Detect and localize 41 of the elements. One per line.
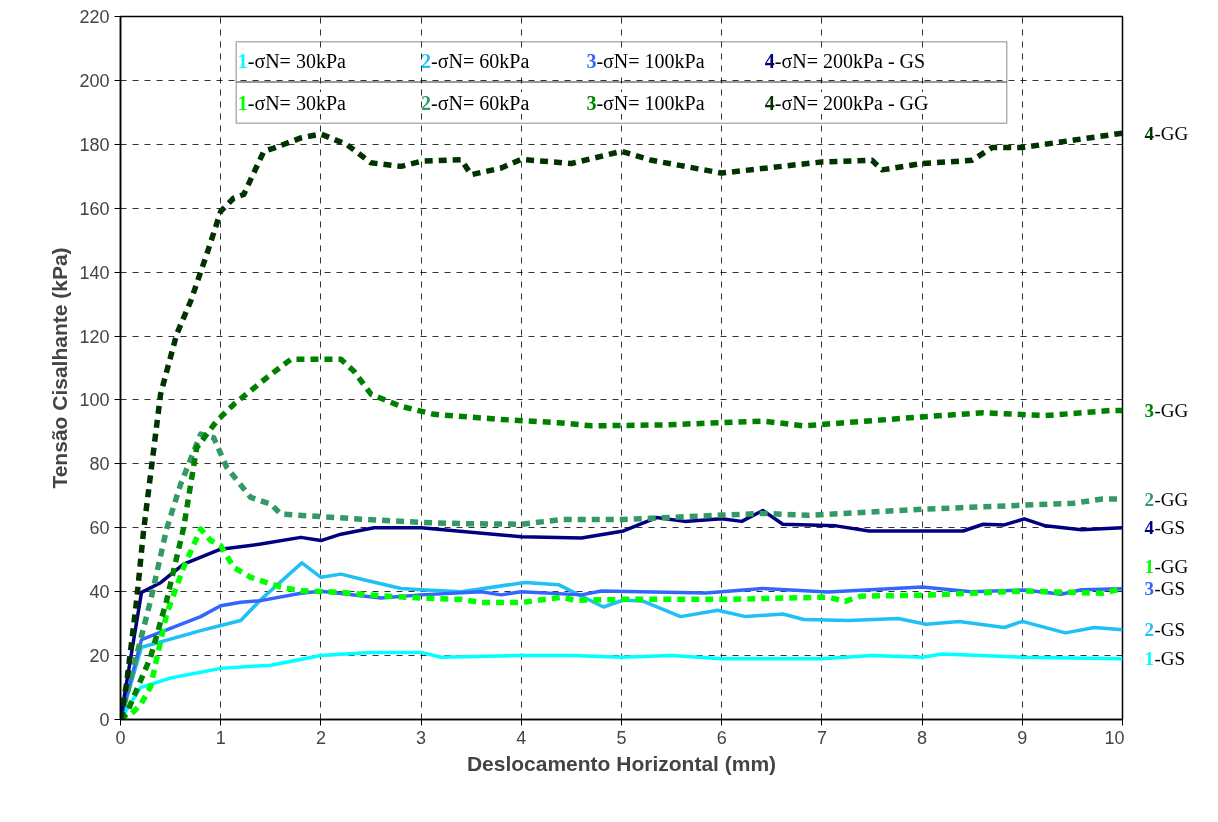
y-axis-title: Tensão Cisalhante (kPa) [48,247,72,489]
y-tick-label: 140 [79,262,110,283]
annotation: 1-σN= 30kPa [237,91,347,114]
x-tick-label: 4 [516,727,527,748]
y-tick-label: 80 [89,454,110,475]
annotation: 3-σN= 100kPa [586,50,705,73]
annotation: 1-σN= 30kPa [237,50,347,73]
y-tick-label: 200 [79,70,110,91]
y-tick-label: 20 [89,646,110,667]
x-tick-label: 8 [917,727,928,748]
y-tick-label: 180 [79,134,110,155]
y-tick-label: 40 [89,582,110,603]
x-tick-label: 1 [215,727,226,748]
x-tick-label: 7 [816,727,827,748]
series-label: 4-GG [1144,122,1189,144]
annotation: 2-σN= 60kPa [421,50,530,73]
y-tick-label: 0 [99,710,110,730]
x-tick-label: 10 [1104,727,1125,748]
annotation: 4-σN= 200kPa - GS [764,50,926,73]
x-tick-label: 6 [716,727,727,748]
series-label: 1-GG [1144,555,1189,577]
series-label: 2-GS [1144,619,1186,641]
series-label: 2-GG [1144,488,1189,510]
y-tick-label: 160 [79,198,110,219]
series-label: 4-GS [1144,517,1186,539]
x-tick-label: 2 [315,727,326,748]
series-label: 1-GS [1144,648,1186,670]
y-tick-label: 120 [79,326,110,347]
annotation: 2-σN= 60kPa [421,91,530,114]
x-tick-label: 3 [416,727,427,748]
x-axis-title: Deslocamento Horizontal (mm) [466,751,777,775]
x-tick-label: 9 [1017,727,1028,748]
y-tick-label: 220 [79,7,110,27]
annotation: 4-σN= 200kPa - GG [764,91,929,114]
series-label: 3-GS [1144,578,1186,600]
x-tick-label: 5 [616,727,627,748]
y-tick-label: 100 [79,390,110,411]
x-tick-label: 0 [115,727,126,748]
series-label: 3-GG [1144,400,1189,421]
annotation: 3-σN= 100kPa [586,91,705,114]
y-tick-label: 60 [89,518,110,539]
